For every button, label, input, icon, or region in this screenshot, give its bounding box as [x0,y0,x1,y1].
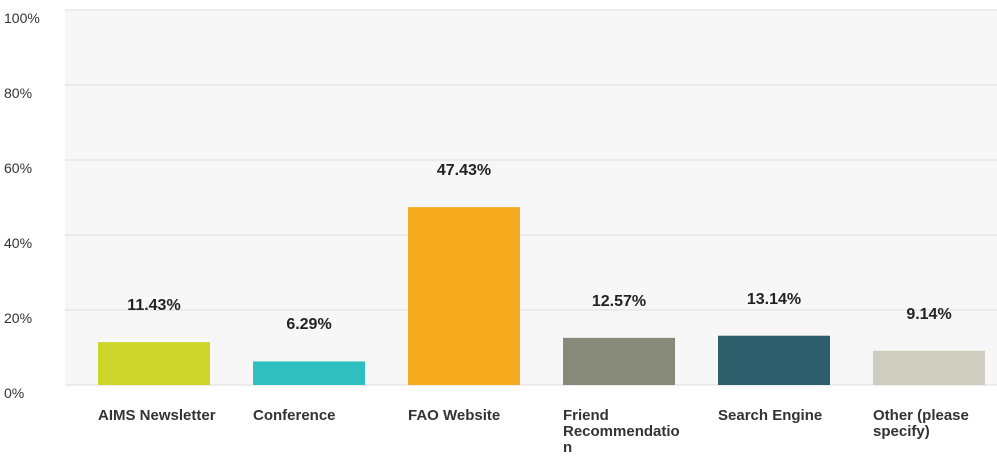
x-tick-label: Friend Recommendation [563,407,680,456]
bar [563,337,675,385]
value-label: 47.43% [436,162,492,180]
value-label: 13.14% [746,290,802,308]
plot-area [65,10,997,385]
bar [873,350,985,385]
value-label: 11.43% [127,297,181,315]
y-tick-label: 40% [4,235,33,251]
x-tick-label: Other (please specify) [873,407,969,440]
y-tick-label: 60% [4,160,33,176]
y-tick-label: 20% [4,310,33,326]
bar [718,335,830,385]
value-label: 9.14% [906,305,952,323]
bar [98,342,210,385]
x-tick-label: Search Engine [718,407,823,424]
x-tick-label: AIMS Newsletter [98,407,216,424]
value-label: 12.57% [591,292,647,310]
value-label: 6.29% [286,316,332,334]
x-tick-label: FAO Website [408,407,501,424]
y-tick-label: 80% [4,85,33,101]
y-tick-label: 0% [4,385,25,401]
y-tick-label: 100% [4,10,40,26]
bar [253,361,365,385]
bar [408,207,520,385]
x-tick-label: Conference [253,407,336,424]
